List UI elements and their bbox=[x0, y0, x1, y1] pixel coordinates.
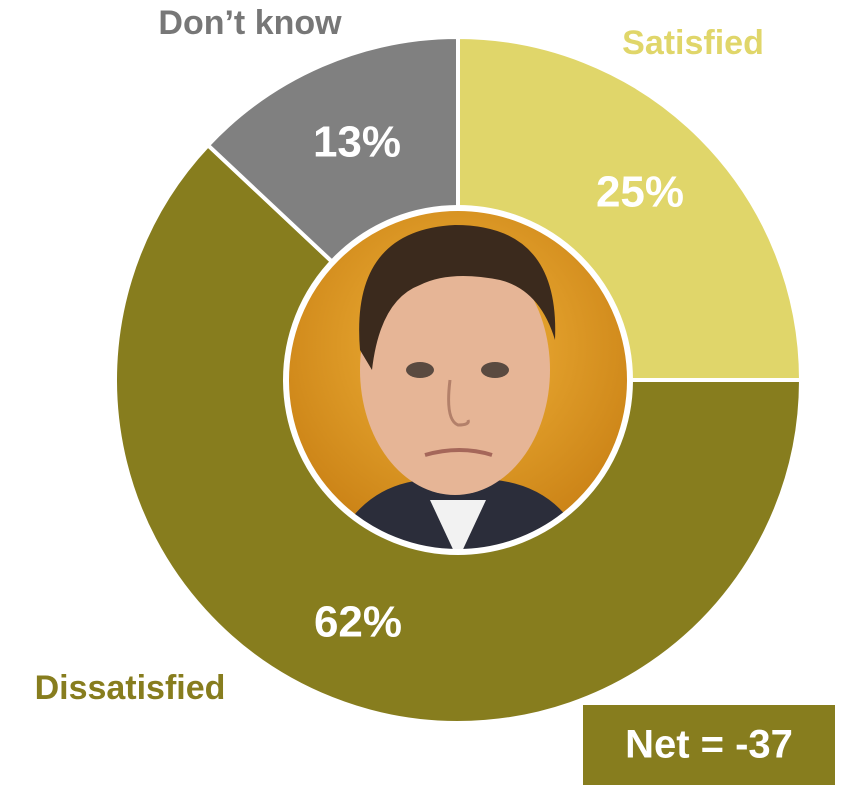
value-label: 62% bbox=[314, 598, 402, 647]
net-annotation: Net = -37 bbox=[625, 723, 793, 767]
net-box bbox=[583, 705, 835, 785]
value-label: 25% bbox=[596, 168, 684, 217]
slices bbox=[113, 34, 804, 725]
category-label: Dissatisfied bbox=[35, 669, 226, 707]
portrait bbox=[288, 210, 628, 550]
value-label: 13% bbox=[313, 118, 401, 167]
category-label: Satisfied bbox=[622, 24, 764, 62]
portrait-border bbox=[283, 205, 633, 555]
category-label: Don’t know bbox=[158, 4, 342, 42]
